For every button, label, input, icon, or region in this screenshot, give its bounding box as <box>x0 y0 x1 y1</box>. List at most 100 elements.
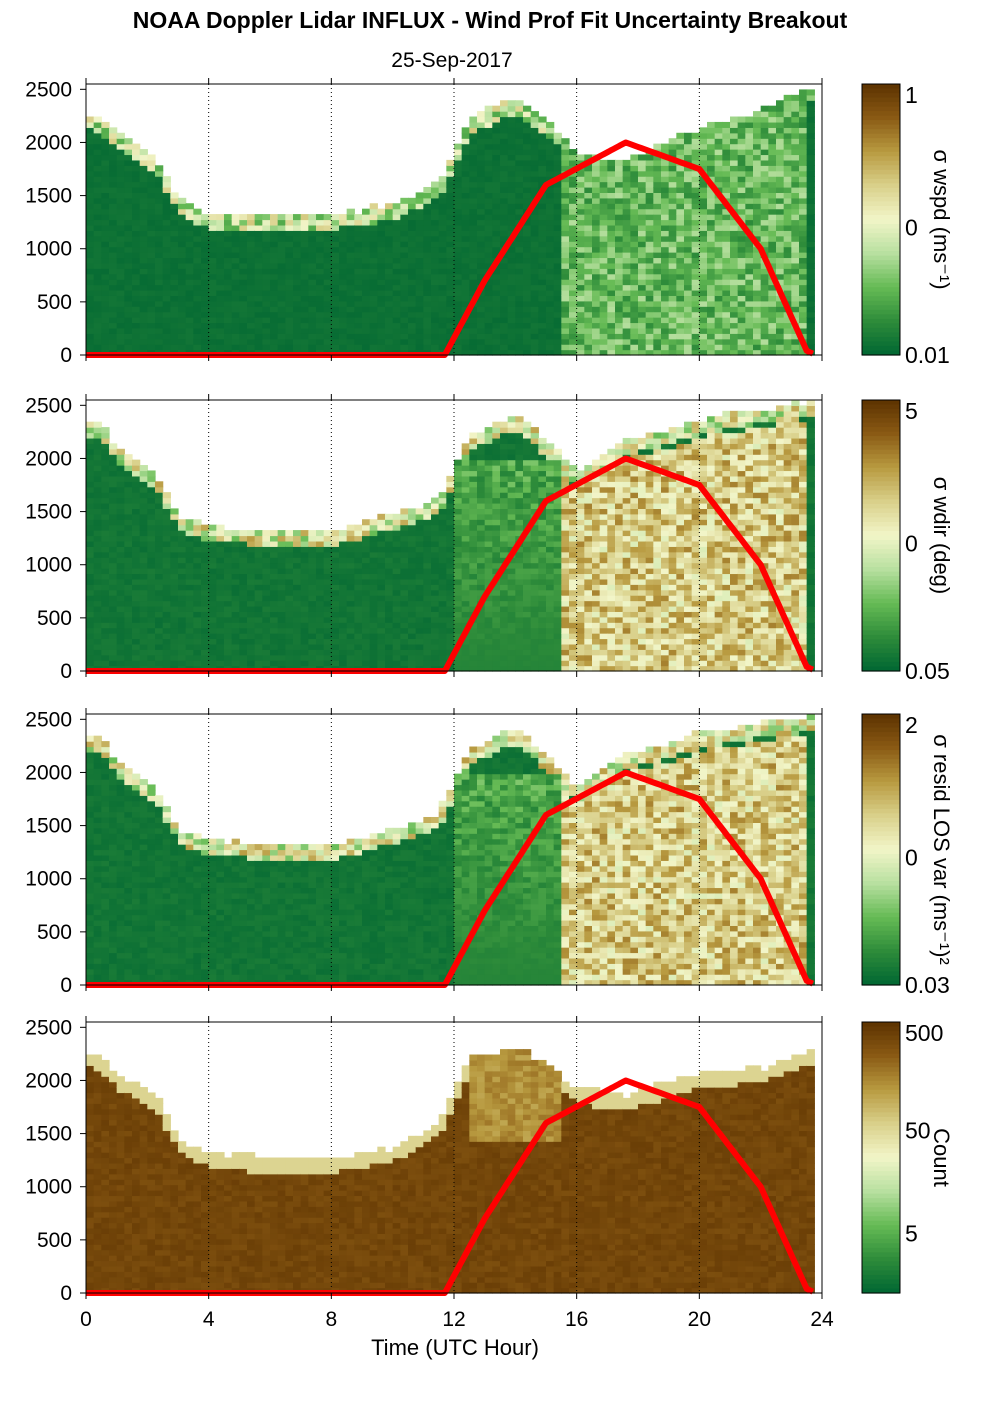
heatmap-cell <box>791 203 800 210</box>
heatmap-cell <box>339 235 348 242</box>
heatmap-cell <box>645 338 654 345</box>
heatmap-cell <box>500 100 509 107</box>
heatmap-cell <box>576 300 585 307</box>
heatmap-cell <box>783 100 792 107</box>
heatmap-cell <box>561 273 570 280</box>
heatmap-cell <box>178 573 187 580</box>
heatmap-cell <box>132 660 141 667</box>
heatmap-cell <box>178 530 187 537</box>
heatmap-cell <box>270 295 279 302</box>
heatmap-cell <box>699 333 708 340</box>
heatmap-cell <box>155 508 164 515</box>
heatmap-cell <box>178 197 187 204</box>
heatmap-cell <box>438 203 447 210</box>
heatmap-cell <box>607 246 616 253</box>
heatmap-cell <box>622 317 631 324</box>
heatmap-cell <box>415 551 424 558</box>
heatmap-cell <box>231 573 240 580</box>
heatmap-cell <box>323 573 332 580</box>
heatmap-cell <box>684 252 693 259</box>
heatmap-cell <box>109 465 118 472</box>
heatmap-cell <box>139 578 148 585</box>
heatmap-cell <box>86 562 95 569</box>
heatmap-cell <box>369 530 378 537</box>
heatmap-cell <box>262 573 271 580</box>
heatmap-cell <box>400 333 409 340</box>
heatmap-cell <box>308 306 317 313</box>
heatmap-cell <box>369 327 378 334</box>
heatmap-cell <box>262 311 271 318</box>
heatmap-cell <box>109 600 118 607</box>
heatmap-cell <box>124 289 133 296</box>
heatmap-cell <box>546 262 555 269</box>
heatmap-cell <box>454 246 463 253</box>
heatmap-cell <box>507 295 516 302</box>
heatmap-cell <box>538 235 547 242</box>
heatmap-cell <box>500 127 509 134</box>
heatmap-cell <box>385 530 394 537</box>
heatmap-cell <box>139 306 148 313</box>
heatmap-cell <box>607 170 616 177</box>
heatmap-cell <box>546 143 555 150</box>
heatmap-cell <box>185 214 194 221</box>
heatmap-cell <box>714 154 723 161</box>
heatmap-cell <box>339 622 348 629</box>
heatmap-cell <box>369 214 378 221</box>
heatmap-cell <box>254 257 263 264</box>
heatmap-cell <box>607 159 616 166</box>
heatmap-cell <box>392 235 401 242</box>
heatmap-cell <box>684 344 693 351</box>
heatmap-cell <box>316 535 325 542</box>
heatmap-cell <box>707 252 716 259</box>
heatmap-cell <box>684 214 693 221</box>
heatmap-cell <box>362 246 371 253</box>
heatmap-cell <box>201 257 210 264</box>
heatmap-cell <box>300 654 309 661</box>
heatmap-cell <box>346 573 355 580</box>
heatmap-cell <box>116 584 125 591</box>
heatmap-cell <box>492 284 501 291</box>
heatmap-cell <box>247 535 256 542</box>
heatmap-cell <box>109 224 118 231</box>
heatmap-cell <box>385 203 394 210</box>
heatmap-cell <box>538 327 547 334</box>
heatmap-cell <box>408 524 417 531</box>
heatmap-cell <box>576 230 585 237</box>
heatmap-cell <box>93 654 102 661</box>
heatmap-cell <box>346 300 355 307</box>
heatmap-cell <box>668 317 677 324</box>
heatmap-cell <box>247 578 256 585</box>
heatmap-cell <box>546 284 555 291</box>
heatmap-cell <box>178 208 187 215</box>
heatmap-cell <box>132 273 141 280</box>
heatmap-cell <box>615 322 624 329</box>
heatmap-cell <box>668 230 677 237</box>
heatmap-cell <box>599 300 608 307</box>
heatmap-cell <box>93 519 102 526</box>
heatmap-cell <box>147 273 156 280</box>
heatmap-cell <box>768 241 777 248</box>
heatmap-cell <box>408 246 417 253</box>
heatmap-cell <box>661 284 670 291</box>
heatmap-cell <box>737 344 746 351</box>
heatmap-cell <box>170 654 179 661</box>
heatmap-cell <box>484 338 493 345</box>
heatmap-cell <box>530 132 539 139</box>
heatmap-cell <box>484 116 493 123</box>
heatmap-cell <box>346 327 355 334</box>
heatmap-cell <box>622 192 631 199</box>
heatmap-cell <box>277 289 286 296</box>
heatmap-cell <box>155 289 164 296</box>
heatmap-cell <box>507 197 516 204</box>
heatmap-cell <box>224 252 233 259</box>
heatmap-cell <box>431 519 440 526</box>
heatmap-cell <box>277 224 286 231</box>
heatmap-cell <box>722 295 731 302</box>
heatmap-cell <box>239 573 248 580</box>
heatmap-cell <box>684 176 693 183</box>
heatmap-cell <box>132 616 141 623</box>
heatmap-cell <box>538 197 547 204</box>
heatmap-cell <box>201 578 210 585</box>
heatmap-cell <box>469 203 478 210</box>
